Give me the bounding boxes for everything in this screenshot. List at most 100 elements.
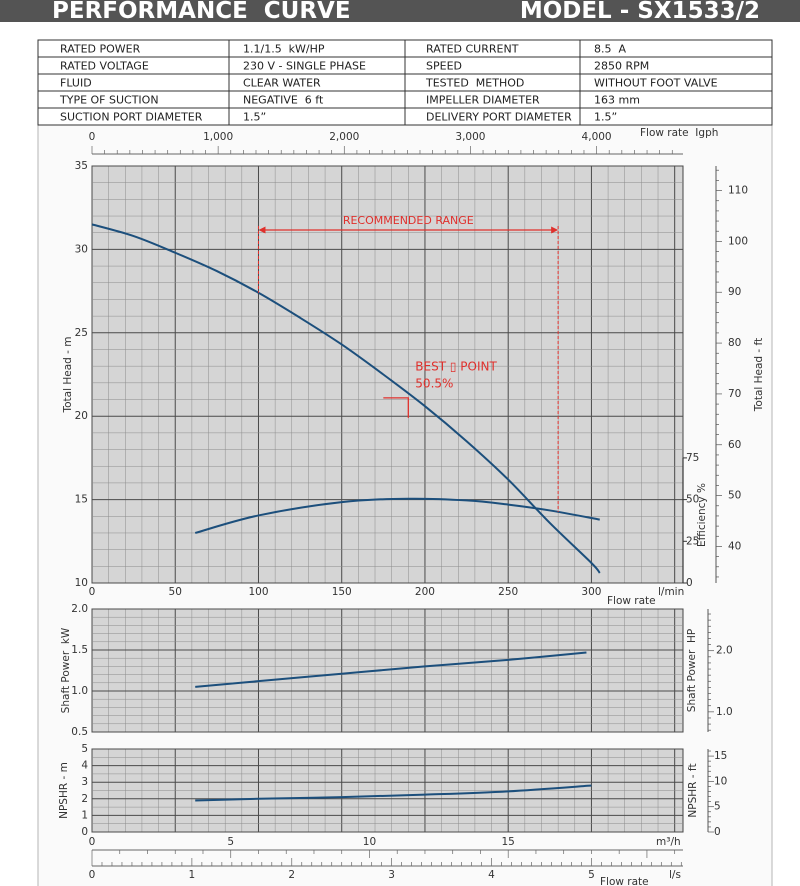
y-tick-label: 25 bbox=[75, 327, 88, 339]
spec-cell: FLUID bbox=[60, 77, 92, 90]
y2-tick-label: 1.0 bbox=[716, 706, 733, 718]
y2-tick-label: 60 bbox=[728, 439, 741, 451]
y-tick-label: 35 bbox=[75, 160, 88, 172]
spec-cell: IMPELLER DIAMETER bbox=[426, 94, 540, 107]
y2-axis-title: NPSHR - ft bbox=[687, 763, 699, 817]
spec-cell: TYPE OF SUCTION bbox=[59, 94, 159, 107]
best-point-label: BEST ▯ POINT bbox=[415, 359, 497, 373]
x-tick-label: 250 bbox=[498, 586, 518, 598]
spec-cell: RATED VOLTAGE bbox=[60, 60, 149, 73]
y2-tick-label: 10 bbox=[714, 775, 727, 787]
y2-tick-label: 90 bbox=[728, 286, 741, 298]
x2-tick-label: 10 bbox=[363, 836, 376, 848]
y2-axis-title: Total Head - ft bbox=[753, 338, 765, 412]
x-tick-label: 300 bbox=[581, 586, 601, 598]
y3-tick-label: 75 bbox=[686, 452, 699, 464]
x2-tick-label: 0 bbox=[89, 131, 96, 143]
spec-cell: NEGATIVE 6 ft bbox=[243, 94, 324, 107]
y2-tick-label: 2.0 bbox=[716, 645, 733, 657]
spec-cell: 163 mm bbox=[594, 94, 640, 107]
y2-axis-title: Shaft Power HP bbox=[686, 629, 698, 712]
y-tick-label: 1.5 bbox=[71, 644, 88, 656]
x2-tick-label: 15 bbox=[502, 836, 515, 848]
spec-cell: 1.5” bbox=[594, 111, 617, 124]
header-model: MODEL - SX1533/2 bbox=[520, 0, 760, 24]
y-tick-label: 4 bbox=[81, 760, 88, 772]
y-tick-label: 3 bbox=[81, 776, 88, 788]
x-tick-label: 100 bbox=[248, 586, 268, 598]
x-tick-label: 0 bbox=[89, 586, 96, 598]
x3-tick-label: 5 bbox=[588, 869, 595, 881]
y-tick-label: 1.0 bbox=[71, 685, 88, 697]
best-point-efficiency: 50.5% bbox=[415, 376, 453, 390]
x3-tick-label: 4 bbox=[488, 869, 495, 881]
y-tick-label: 0.5 bbox=[71, 726, 88, 738]
y-tick-label: 5 bbox=[81, 743, 88, 755]
y2-tick-label: 15 bbox=[714, 750, 727, 762]
spec-cell: RATED CURRENT bbox=[426, 43, 519, 56]
spec-cell: CLEAR WATER bbox=[243, 77, 321, 90]
x3-tick-label: 2 bbox=[288, 869, 295, 881]
spec-cell: DELIVERY PORT DIAMETER bbox=[426, 111, 572, 124]
curve bbox=[194, 497, 600, 534]
x2-tick-label: 4,000 bbox=[582, 131, 612, 143]
x2-tick-label: 1,000 bbox=[203, 131, 233, 143]
y-axis-title: Shaft Power kW bbox=[60, 627, 72, 713]
curve bbox=[195, 651, 587, 688]
y-tick-label: 15 bbox=[75, 494, 88, 506]
y2-tick-label: 100 bbox=[728, 235, 748, 247]
spec-cell: 2850 RPM bbox=[594, 60, 649, 73]
x2-tick-label: 5 bbox=[227, 836, 234, 848]
y-axis-title: NPSHR - m bbox=[58, 762, 70, 819]
curve bbox=[195, 784, 592, 802]
spec-cell: SUCTION PORT DIAMETER bbox=[60, 111, 203, 124]
y-tick-label: 30 bbox=[75, 243, 88, 255]
spec-cell: 1.1/1.5 kW/HP bbox=[243, 43, 325, 56]
x-axis-title: Flow rate bbox=[607, 595, 656, 607]
x3-tick-label: 3 bbox=[388, 869, 395, 881]
y-tick-label: 2 bbox=[81, 793, 88, 805]
y2-tick-label: 50 bbox=[728, 490, 741, 502]
x2-axis-title: Flow rate Igph bbox=[640, 127, 718, 139]
y-tick-label: 0 bbox=[81, 826, 88, 838]
y-axis-title: Total Head - m bbox=[62, 336, 74, 413]
x3-axis-title: Flow rate bbox=[600, 876, 649, 886]
y3-tick-label: 0 bbox=[686, 577, 693, 589]
spec-cell: TESTED METHOD bbox=[425, 77, 524, 90]
y3-tick-label: 25 bbox=[686, 535, 699, 547]
x2-tick-label: 3,000 bbox=[455, 131, 485, 143]
best-point-marker bbox=[383, 397, 409, 418]
x2-tick-label: 2,000 bbox=[329, 131, 359, 143]
x2-unit: m³/h bbox=[656, 836, 681, 848]
x-tick-label: 150 bbox=[332, 586, 352, 598]
y-tick-label: 20 bbox=[75, 410, 88, 422]
x-unit: l/min bbox=[658, 586, 684, 598]
y-tick-label: 1 bbox=[81, 809, 88, 821]
y3-axis-title: Efficiency % bbox=[696, 483, 708, 547]
y3-tick-label: 50 bbox=[686, 494, 699, 506]
spec-cell: 230 V - SINGLE PHASE bbox=[243, 60, 366, 73]
header-title: PERFORMANCE CURVE bbox=[52, 0, 351, 24]
header-band bbox=[0, 0, 800, 22]
y2-tick-label: 5 bbox=[714, 801, 721, 813]
x2-tick-label: 0 bbox=[89, 836, 96, 848]
x-tick-label: 50 bbox=[169, 586, 182, 598]
spec-cell: 8.5 A bbox=[594, 43, 626, 56]
spec-cell: 1.5” bbox=[243, 111, 266, 124]
y-tick-label: 2.0 bbox=[71, 603, 88, 615]
spec-cell: SPEED bbox=[426, 60, 462, 73]
y2-tick-label: 110 bbox=[728, 185, 748, 197]
x3-tick-label: 1 bbox=[189, 869, 196, 881]
spec-cell: WITHOUT FOOT VALVE bbox=[594, 77, 718, 90]
plot-area bbox=[91, 165, 684, 584]
spec-cell: RATED POWER bbox=[60, 43, 141, 56]
x-tick-label: 200 bbox=[415, 586, 435, 598]
y-tick-label: 10 bbox=[75, 577, 88, 589]
y2-tick-label: 0 bbox=[714, 826, 721, 838]
curve bbox=[91, 223, 601, 574]
x3-tick-label: 0 bbox=[89, 869, 96, 881]
y2-tick-label: 70 bbox=[728, 388, 741, 400]
x3-unit: l/s bbox=[669, 869, 681, 881]
range-label: RECOMMENDED RANGE bbox=[343, 214, 474, 227]
